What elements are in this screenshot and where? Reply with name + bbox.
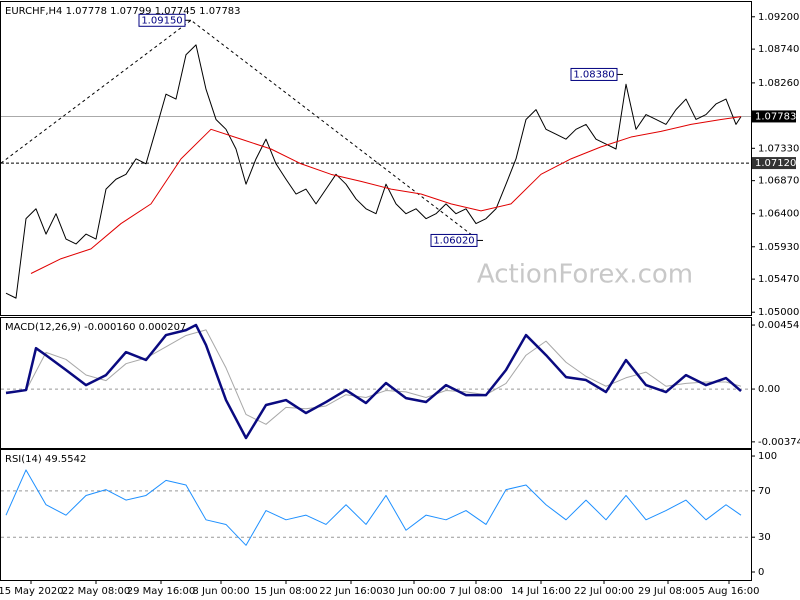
y-tick-label: 1.07330 bbox=[758, 143, 799, 154]
price-label-box bbox=[752, 110, 796, 123]
panel-border bbox=[0, 317, 752, 449]
x-tick-label: 15 Jun 08:00 bbox=[254, 586, 318, 597]
price-label: 1.07783 bbox=[755, 111, 796, 122]
series-line bbox=[30, 116, 742, 274]
x-tick-label: 22 Jun 16:00 bbox=[319, 586, 383, 597]
y-tick-label: -0.003745 bbox=[758, 437, 800, 448]
y-tick-label: 1.05930 bbox=[758, 242, 799, 253]
y-tick-label: 0.00 bbox=[758, 384, 780, 395]
x-tick-label: 22 May 08:00 bbox=[62, 586, 131, 597]
y-tick-label: 1.09200 bbox=[758, 12, 799, 23]
panel-title: EURCHF,H4 1.07778 1.07799 1.07745 1.0778… bbox=[5, 6, 241, 17]
y-tick-label: 1.06870 bbox=[758, 176, 799, 187]
panel-title: MACD(12,26,9) -0.000160 0.000207 bbox=[5, 322, 186, 333]
y-tick-label: 0 bbox=[758, 567, 764, 578]
y-tick-label: 1.05000 bbox=[758, 307, 799, 318]
annotation-label: 1.06020 bbox=[433, 235, 474, 246]
annotation-label: 1.09150 bbox=[141, 15, 182, 26]
series-line bbox=[5, 323, 742, 440]
x-tick-label: 8 Jun 00:00 bbox=[192, 586, 249, 597]
y-tick-label: 0.00454 bbox=[758, 320, 799, 331]
x-tick-label: 30 Jun 00:00 bbox=[382, 586, 446, 597]
zigzag-line bbox=[0, 19, 480, 241]
annotation-box bbox=[430, 233, 478, 247]
x-tick-label: 15 May 2020 bbox=[0, 586, 64, 597]
x-tick-label: 14 Jul 16:00 bbox=[511, 586, 571, 597]
level-label: 1.07120 bbox=[755, 158, 796, 169]
annotation-label: 1.08380 bbox=[573, 69, 614, 80]
panel-border bbox=[0, 1, 752, 316]
x-tick-label: 5 Aug 16:00 bbox=[698, 586, 759, 597]
annotation-box bbox=[570, 67, 618, 81]
x-tick-label: 29 Jul 08:00 bbox=[638, 586, 698, 597]
x-tick-label: 7 Jul 08:00 bbox=[449, 586, 503, 597]
series-line bbox=[5, 469, 742, 546]
level-label-box bbox=[752, 157, 796, 170]
y-tick-label: 1.08260 bbox=[758, 78, 799, 89]
x-tick-label: 29 May 16:00 bbox=[127, 586, 196, 597]
watermark: ActionForex.com bbox=[477, 260, 693, 290]
y-tick-label: 1.06400 bbox=[758, 209, 799, 220]
y-tick-label: 1.05470 bbox=[758, 274, 799, 285]
y-tick-label: 30 bbox=[758, 532, 771, 543]
panel-border bbox=[0, 449, 752, 581]
y-tick-label: 100 bbox=[758, 451, 777, 462]
y-tick-label: 1.08740 bbox=[758, 44, 799, 55]
x-tick-label: 22 Jul 00:00 bbox=[574, 586, 634, 597]
annotation-box bbox=[138, 13, 186, 27]
panel-title: RSI(14) 49.5542 bbox=[5, 454, 86, 465]
y-tick-label: 70 bbox=[758, 486, 771, 497]
series-line bbox=[5, 44, 742, 299]
